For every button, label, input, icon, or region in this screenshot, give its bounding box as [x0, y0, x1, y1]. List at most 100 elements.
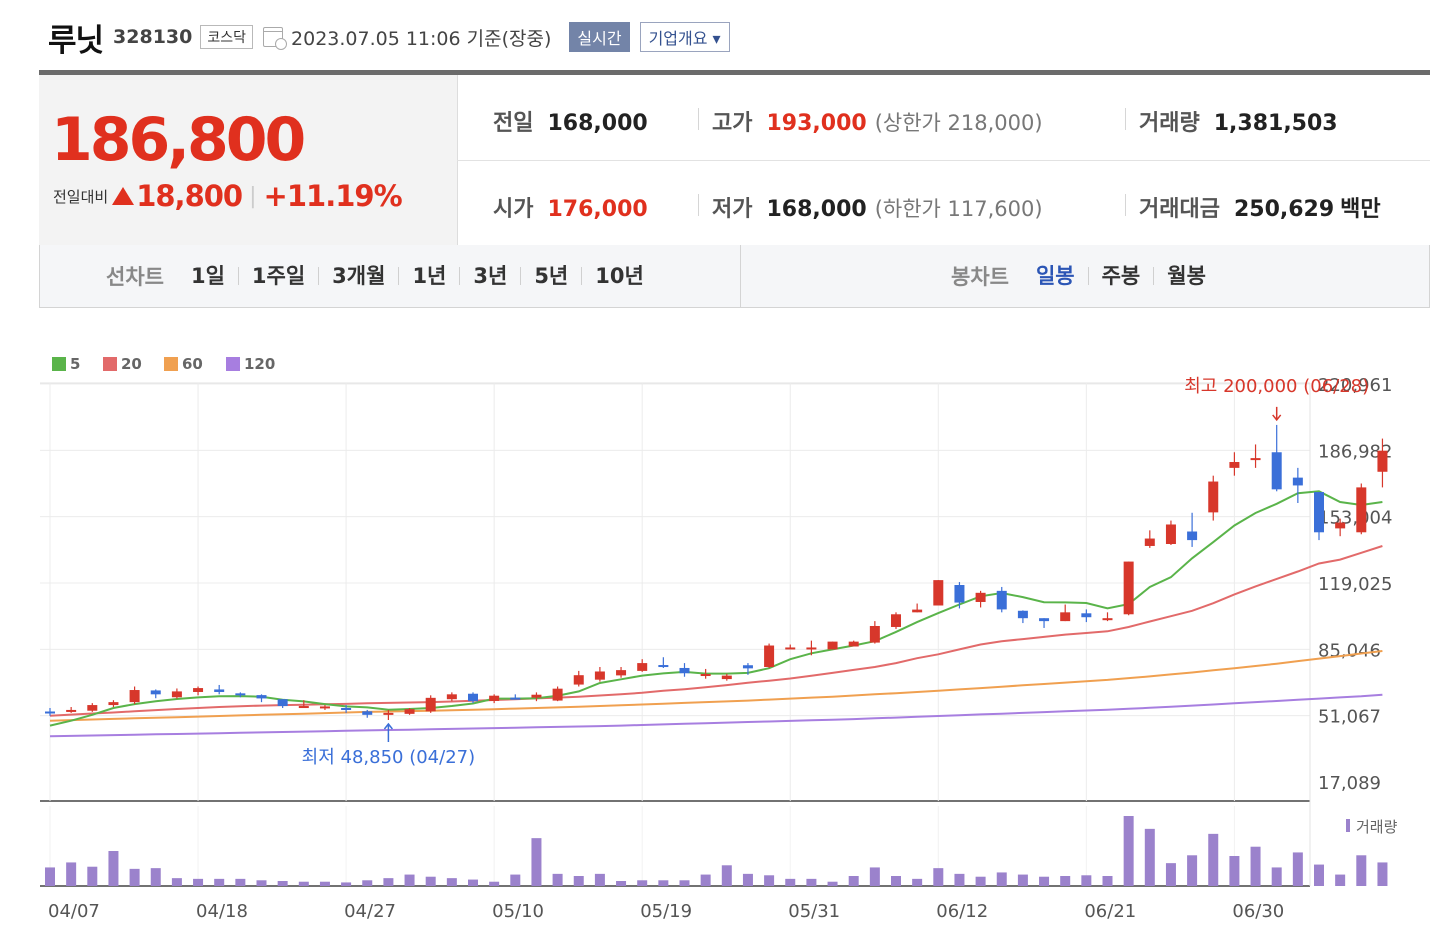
candle-body [637, 663, 648, 671]
tab-candle-monthly[interactable]: 월봉 [1167, 264, 1206, 288]
calendar-clock-icon [263, 27, 288, 50]
candle-body [1314, 492, 1324, 533]
tab-line-1d[interactable]: 1일 [178, 266, 239, 287]
stat-amount: 거래대금 250,629 백만 [1139, 191, 1381, 223]
volume-legend-swatch [1346, 819, 1350, 832]
tab-candle-daily[interactable]: 일봉 [1023, 266, 1089, 287]
candle-body [1017, 610, 1028, 619]
candle-body [193, 688, 204, 692]
candle-body [298, 706, 309, 709]
volume-bar [1165, 863, 1176, 886]
candle-body [171, 691, 182, 698]
current-price: 186,800 [51, 105, 306, 175]
legend-label-20: 20 [121, 355, 142, 373]
candle-body [446, 694, 457, 700]
candle-body [1144, 538, 1155, 546]
candle-body [1187, 531, 1198, 541]
volume-bar [658, 880, 669, 886]
candle-body [277, 699, 288, 707]
x-tick-label: 04/07 [48, 901, 100, 922]
volume-bar [129, 868, 140, 886]
volume-bar [806, 878, 817, 886]
stat-volume-value: 1,381,503 [1213, 111, 1338, 136]
volume-bar [1314, 864, 1324, 886]
x-tick-label: 04/27 [344, 901, 396, 922]
stat-divider [698, 108, 699, 130]
stat-amount-label: 거래대금 [1139, 197, 1220, 222]
volume-bar [446, 878, 457, 886]
chart-grid [40, 382, 1311, 887]
y-tick-label: 119,025 [1318, 574, 1392, 595]
y-tick-label: 186,982 [1318, 441, 1392, 462]
tab-line-3m[interactable]: 3개월 [319, 266, 400, 287]
candle-body [1081, 613, 1092, 618]
tab-candle-weekly[interactable]: 주봉 [1089, 266, 1155, 287]
tab-line-1w[interactable]: 1주일 [239, 266, 320, 287]
candle-body [1039, 618, 1050, 622]
tab-line-1y[interactable]: 1년 [399, 266, 461, 287]
tab-line-3y[interactable]: 3년 [460, 266, 522, 287]
y-tick-label: 17,089 [1318, 773, 1381, 794]
stock-name: 루닛 [48, 22, 104, 59]
x-axis-ticks: 04/07 04/18 04/27 05/10 05/19 05/31 06/12 06/21… [48, 901, 1284, 922]
legend-swatch-120 [226, 357, 240, 371]
volume-bar [1123, 816, 1134, 886]
candle-body [1356, 487, 1367, 533]
change-separator: | [249, 183, 257, 209]
ma5-line [49, 490, 1383, 727]
change-percent: +11.19% [263, 179, 403, 213]
volume-bar [1229, 856, 1240, 886]
volume-bar [1081, 875, 1092, 886]
volume-bar [616, 881, 627, 886]
legend-swatch-20 [103, 357, 117, 371]
candle-body [742, 665, 753, 669]
volume-bar [341, 882, 352, 886]
candle-body [235, 693, 246, 696]
volume-bar [996, 872, 1007, 886]
volume-legend-label: 거래량 [1356, 818, 1398, 836]
x-tick-label: 05/10 [492, 901, 544, 922]
candle-body [87, 705, 98, 711]
price-box: 186,800 전일대비 18,800 | +11.19% [39, 75, 458, 245]
candlestick-chart: 5 20 60 120 220,961 186,982 153,004 119,025… [40, 355, 1398, 922]
candle-body [1250, 458, 1261, 461]
volume-bar [256, 880, 267, 886]
volume-bar [912, 878, 923, 886]
moving-averages [49, 490, 1383, 738]
candle-body [66, 709, 77, 712]
stats-panel: 전일 168,000 고가 193,000 (상한가 218,000) 거래량 … [457, 75, 1430, 246]
candle-body [1271, 452, 1282, 490]
header-divider [39, 70, 1430, 75]
stat-divider [1125, 194, 1126, 216]
volume-bar [1377, 862, 1388, 886]
up-triangle-icon [112, 187, 135, 205]
stat-volume: 거래량 1,381,503 [1139, 105, 1338, 137]
candle-body [1060, 612, 1071, 622]
volume-bar [1039, 876, 1050, 886]
stat-divider [698, 194, 699, 216]
candle-body [996, 590, 1007, 610]
realtime-button[interactable]: 실시간 [569, 22, 630, 52]
volume-bar [319, 881, 330, 886]
y-tick-label: 220,961 [1318, 375, 1392, 396]
volume-bar [933, 868, 944, 886]
x-tick-label: 04/18 [196, 901, 248, 922]
stock-code: 328130 [113, 26, 193, 48]
low-annotation: 최저 48,850 (04/27) [302, 747, 475, 768]
volume-bar [764, 875, 775, 886]
volume-bar [1187, 855, 1198, 886]
volume-bar [721, 865, 732, 886]
candle-body [1208, 481, 1219, 513]
volume-bar [1017, 874, 1028, 886]
stat-open: 시가 176,000 [493, 191, 648, 223]
volume-bar [573, 876, 584, 886]
volume-bar [742, 873, 753, 886]
company-overview-dropdown[interactable]: 기업개요 ▾ [639, 22, 730, 52]
volume-bar [150, 868, 161, 886]
tab-line-5y[interactable]: 5년 [521, 266, 583, 287]
high-annotation: 최고 200,000 (06/28) [1184, 376, 1369, 397]
candle-body [404, 709, 415, 714]
ma20-line [49, 545, 1383, 717]
tab-line-10y[interactable]: 10년 [595, 264, 644, 288]
candle-body [869, 625, 880, 643]
